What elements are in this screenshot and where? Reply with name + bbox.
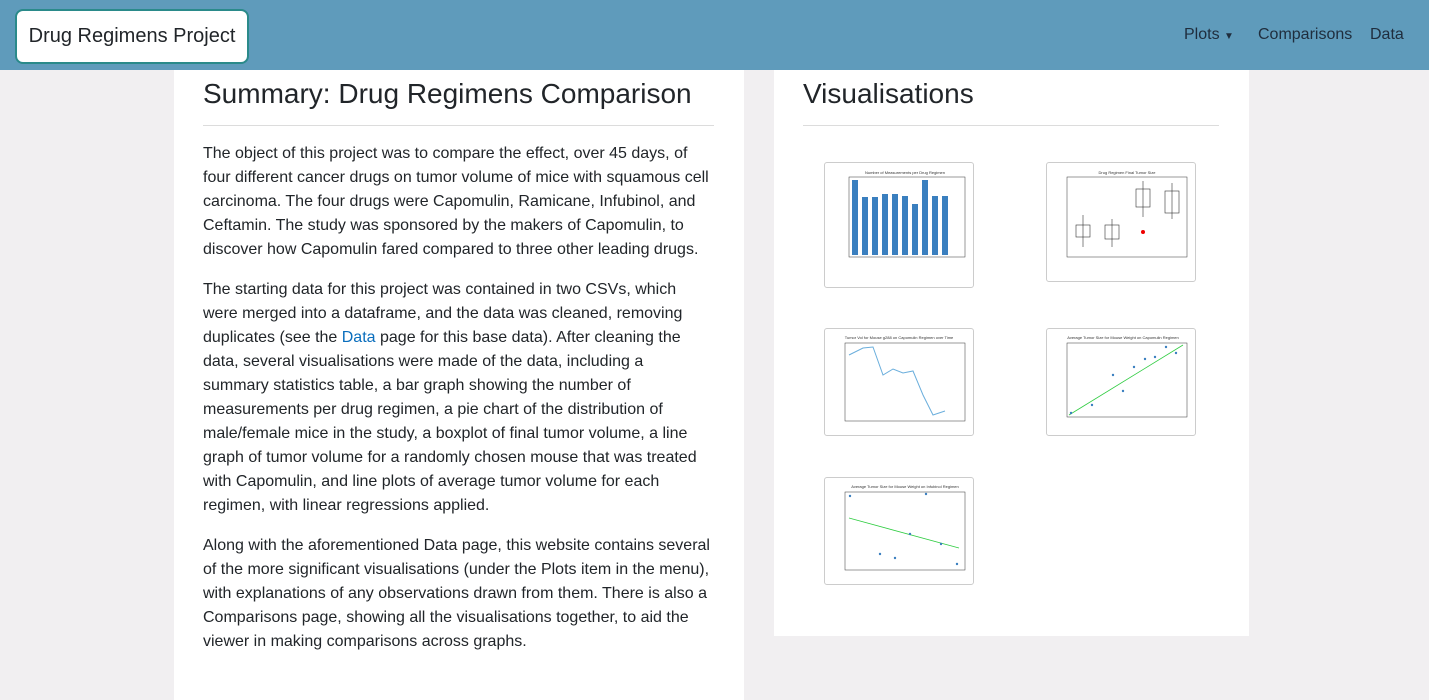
summary-title: Summary: Drug Regimens Comparison [203,78,692,109]
thumb-plot: Drug Regimen Final Tumor Size [1066,170,1188,258]
nav-link[interactable]: Plots [1184,26,1220,43]
thumb-title: Average Tumor Size for Mouse Weight on I… [851,484,958,489]
caret: ▼ [1224,31,1234,42]
summary-text: The object of this project was to compar… [203,142,711,670]
divider [803,125,1219,126]
thumb-title: Drug Regimen Final Tumor Size [1099,170,1157,175]
paragraph: Along with the aforementioned Data page,… [203,537,710,650]
brand[interactable]: Drug Regimens Project [15,9,249,64]
divider [203,125,714,126]
thumbnail[interactable]: Average Tumor Size for Mouse Weight on C… [1046,328,1196,436]
thumbnail[interactable]: Number of Measurements per Drug Regimen [824,162,974,288]
thumb-plot: Number of Measurements per Drug Regimen [848,170,966,258]
data-link[interactable]: Data [341,329,376,346]
nav-plots[interactable]: Plots ▼ [1184,26,1234,44]
thumb-plot: Average Tumor Size for Mouse Weight on C… [1066,335,1188,418]
nav-link[interactable]: Comparisons [1258,26,1353,43]
thumb-plot: Average Tumor Size for Mouse Weight on I… [844,484,966,571]
thumb-plot: Tumor Vol for Mouse g288 on Capomulin Re… [845,335,966,422]
navbar: Drug Regimens Project Plots ▼ Comparison… [0,0,1429,70]
thumb-title: Tumor Vol for Mouse g288 on Capomulin Re… [845,335,954,340]
summary-panel [174,70,744,700]
thumb-title: Number of Measurements per Drug Regimen [865,170,945,175]
nav-link[interactable]: Data [1370,26,1404,43]
thumbnail[interactable]: Average Tumor Size for Mouse Weight on I… [824,477,974,585]
text: page for this base data). After cleaning… [203,329,697,514]
visualisations-title: Visualisations [803,78,974,109]
thumb-title: Average Tumor Size for Mouse Weight on C… [1067,335,1178,340]
paragraph: The starting data for this project was c… [203,278,711,518]
paragraph: The object of this project was to compar… [203,145,709,258]
thumbnail[interactable]: Drug Regimen Final Tumor Size [1046,162,1196,282]
text: The starting data for this project was c… [203,281,683,346]
thumbnail[interactable]: Tumor Vol for Mouse g288 on Capomulin Re… [824,328,974,436]
